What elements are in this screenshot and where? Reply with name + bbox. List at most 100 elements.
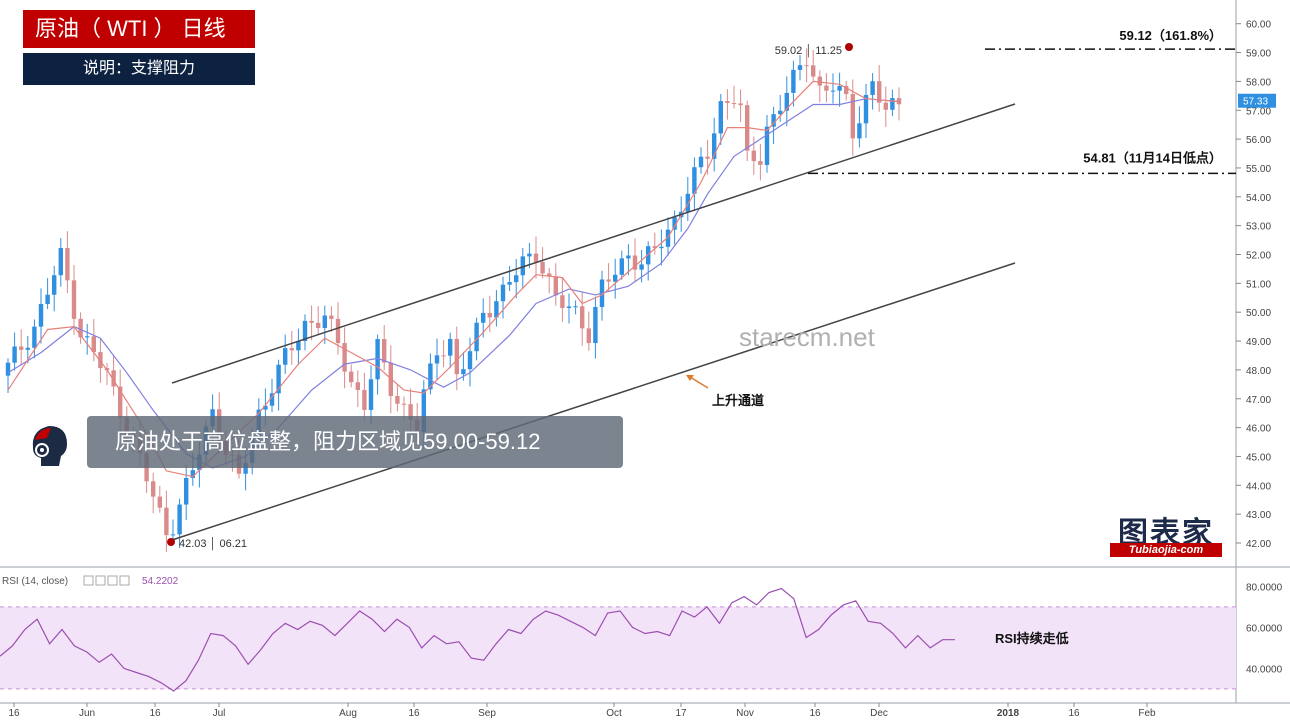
- candle-body: [164, 507, 169, 536]
- candle-body: [586, 328, 591, 344]
- candle-body: [289, 348, 294, 351]
- price-tick-label: 50.00: [1246, 308, 1271, 319]
- candle-body: [355, 382, 360, 391]
- candle-body: [421, 389, 426, 433]
- candle-body: [705, 156, 710, 159]
- axes-layer: 42.00 43.00 44.00 45.00 46.00 47.00 48.00 49.00…: [8, 20, 1282, 719]
- candle-body: [283, 348, 288, 365]
- time-tick-label: Feb: [1138, 708, 1156, 719]
- price-tick-label: 48.00: [1246, 366, 1271, 377]
- summary-banner: 原油处于高位盘整，阻力区域见59.00-59.12: [87, 416, 623, 468]
- candle-body: [652, 246, 657, 249]
- candle-body: [335, 318, 341, 344]
- time-tick-label: 16: [408, 708, 420, 719]
- high-marker-label: 59.02 │ 11.25: [775, 43, 842, 58]
- candle-body: [494, 301, 499, 318]
- time-tick-label: Jun: [79, 708, 95, 719]
- candle-body: [751, 150, 756, 162]
- candle-body: [533, 253, 539, 262]
- rsi-header-label: RSI (14, close): [2, 576, 68, 587]
- time-tick-label: Nov: [736, 708, 754, 719]
- candle-body: [692, 167, 697, 194]
- candle-body: [276, 364, 281, 394]
- channel-arrow-head-icon: [686, 375, 694, 381]
- channel-upper-line: [171, 103, 1016, 384]
- rsi-tick-label: 60.0000: [1246, 623, 1283, 634]
- candle-body: [646, 246, 651, 265]
- candle-body: [454, 338, 459, 375]
- candle-body: [573, 306, 578, 308]
- rsi-band: [0, 606, 1236, 689]
- time-tick-label: Aug: [339, 708, 357, 719]
- price-tick-label: 59.00: [1246, 49, 1271, 60]
- candle-body: [665, 229, 671, 247]
- time-tick-label: 2018: [997, 708, 1020, 719]
- channel-lower-line: [171, 262, 1016, 541]
- channel-arrow-icon: [689, 376, 709, 389]
- candle-body: [296, 341, 301, 351]
- candle-body: [619, 258, 624, 275]
- candle-body: [78, 318, 83, 338]
- candle-body: [883, 102, 888, 110]
- price-panel: 59.12（161.8%） 54.81（11月14日低点） 59.02 │ 11.2…: [5, 28, 1236, 553]
- price-tick-label: 58.00: [1246, 77, 1271, 88]
- rsi-note: RSI持续走低: [995, 631, 1069, 646]
- candle-body: [269, 393, 275, 406]
- analyst-avatar-icon: [24, 419, 72, 467]
- candle-body: [547, 273, 552, 277]
- candle-body: [263, 405, 268, 410]
- rsi-panel: RSI (14, close) 54.2202 RSI持续走低: [0, 575, 1236, 692]
- candle-body: [487, 312, 492, 318]
- ema-slow-line: [7, 98, 900, 469]
- candle-body: [606, 279, 611, 282]
- price-tick-label: 60.00: [1246, 20, 1271, 31]
- candle-body: [441, 355, 446, 357]
- candle-body: [85, 336, 90, 338]
- price-tick-label: 53.00: [1246, 222, 1271, 233]
- last-price-tag: [1238, 93, 1276, 108]
- candle-body: [170, 534, 176, 536]
- ema-fast-line: [7, 80, 900, 478]
- time-tick-label: 16: [1068, 708, 1080, 719]
- candle-body: [527, 253, 532, 257]
- candle-body: [659, 246, 664, 249]
- candle-body: [514, 275, 519, 283]
- price-tick-label: 55.00: [1246, 164, 1271, 175]
- candle-body: [309, 320, 314, 323]
- candle-body: [738, 103, 743, 106]
- candle-body: [428, 363, 433, 390]
- candle-body: [817, 76, 822, 86]
- candle-body: [243, 462, 248, 474]
- time-tick-label: 17: [675, 708, 687, 719]
- candle-body: [778, 110, 783, 115]
- candle-body: [362, 390, 367, 410]
- candle-body: [177, 504, 182, 535]
- candle-body: [830, 90, 836, 92]
- time-tick-label: Jul: [213, 708, 226, 719]
- candle-body: [111, 370, 116, 387]
- channel-label: 上升通道: [712, 393, 764, 408]
- level-1618-label: 59.12（161.8%）: [1119, 28, 1222, 43]
- candle-body: [613, 274, 618, 282]
- candle-body: [811, 65, 816, 77]
- candle-body: [784, 92, 789, 111]
- candle-body: [712, 133, 717, 159]
- brand-logo: 图表家 Tubiaojia-com: [1106, 508, 1226, 558]
- candle-body: [850, 94, 855, 139]
- rsi-control-icon: [83, 575, 94, 586]
- price-tick-label: 51.00: [1246, 279, 1271, 290]
- candle-body: [857, 123, 862, 139]
- candle-body: [382, 339, 387, 363]
- rsi-tick-label: 40.0000: [1246, 664, 1283, 675]
- candle-body: [804, 65, 809, 67]
- candle-body: [481, 312, 486, 323]
- candle-body: [5, 362, 11, 376]
- price-tick-label: 49.00: [1246, 337, 1271, 348]
- candle-body: [672, 217, 677, 230]
- candle-body: [329, 315, 334, 319]
- price-tick-label: 52.00: [1246, 251, 1271, 262]
- candle-body: [580, 306, 585, 329]
- candle-body: [151, 481, 156, 497]
- time-tick-label: 16: [8, 708, 20, 719]
